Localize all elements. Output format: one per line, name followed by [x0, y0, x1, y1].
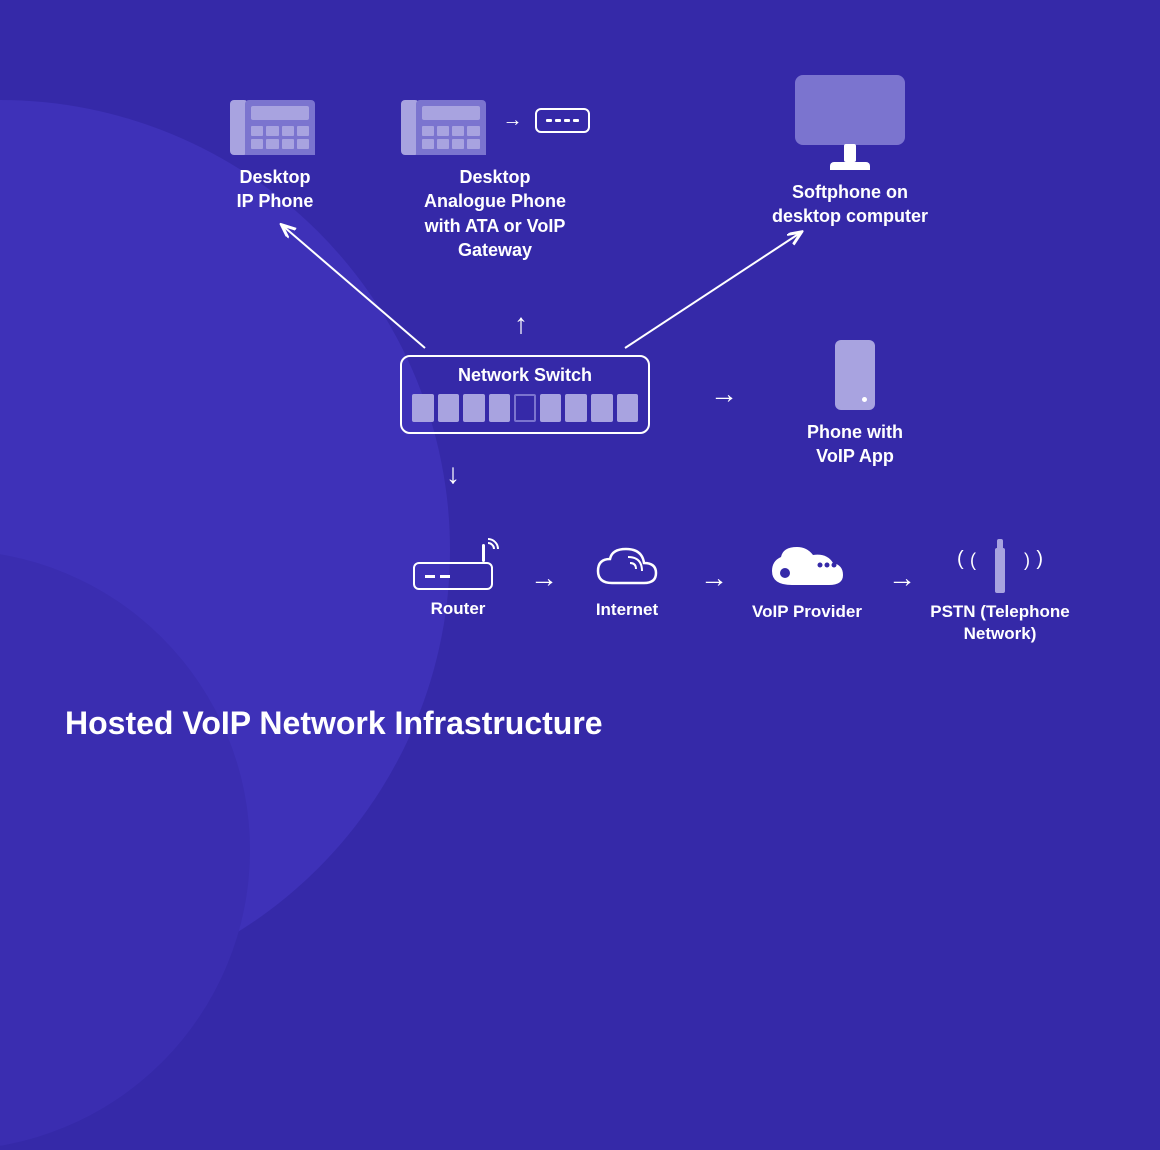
node-label: Softphone on desktop computer — [755, 180, 945, 229]
diagram-title: Hosted VoIP Network Infrastructure — [65, 702, 603, 745]
ata-gateway-icon — [535, 108, 590, 133]
arrow-right-icon: → — [700, 562, 728, 594]
monitor-icon — [795, 75, 905, 170]
arrow-right-icon: → — [503, 109, 523, 132]
switch-label: Network Switch — [412, 365, 638, 386]
tower-icon: ( ( ) ) — [945, 538, 1055, 593]
node-internet: Internet — [582, 543, 672, 621]
node-phone-app: Phone with VoIP App — [795, 340, 915, 469]
provider-cloud-icon — [767, 543, 847, 593]
arrow-switch-to-ipphone — [275, 218, 430, 353]
ip-phone-icon — [230, 85, 320, 155]
node-desktop-ip-phone: Desktop IP Phone — [225, 85, 325, 214]
router-icon — [413, 540, 503, 590]
network-switch-icon: Network Switch — [400, 355, 650, 434]
mobile-phone-icon — [835, 340, 875, 410]
node-voip-provider: VoIP Provider — [752, 543, 862, 623]
arrow-down-icon: ↓ — [446, 458, 460, 490]
node-label: Phone with VoIP App — [795, 420, 915, 469]
node-label: Internet — [582, 599, 672, 621]
arrow-switch-to-softphone — [620, 225, 810, 353]
node-router: Router — [408, 540, 508, 620]
node-label: VoIP Provider — [752, 601, 862, 623]
node-softphone: Softphone on desktop computer — [755, 75, 945, 229]
node-label: Router — [408, 598, 508, 620]
arrow-right-icon: → — [530, 562, 558, 594]
arrow-right-icon: → — [710, 378, 738, 410]
node-label: Desktop IP Phone — [225, 165, 325, 214]
analogue-phone-icon — [401, 85, 491, 155]
arrow-up-icon: ↑ — [514, 308, 528, 340]
node-label: PSTN (Telephone Network) — [905, 601, 1095, 645]
node-pstn: ( ( ) ) PSTN (Telephone Network) — [905, 538, 1095, 645]
node-network-switch: Network Switch — [400, 355, 660, 434]
cloud-icon — [592, 543, 662, 591]
